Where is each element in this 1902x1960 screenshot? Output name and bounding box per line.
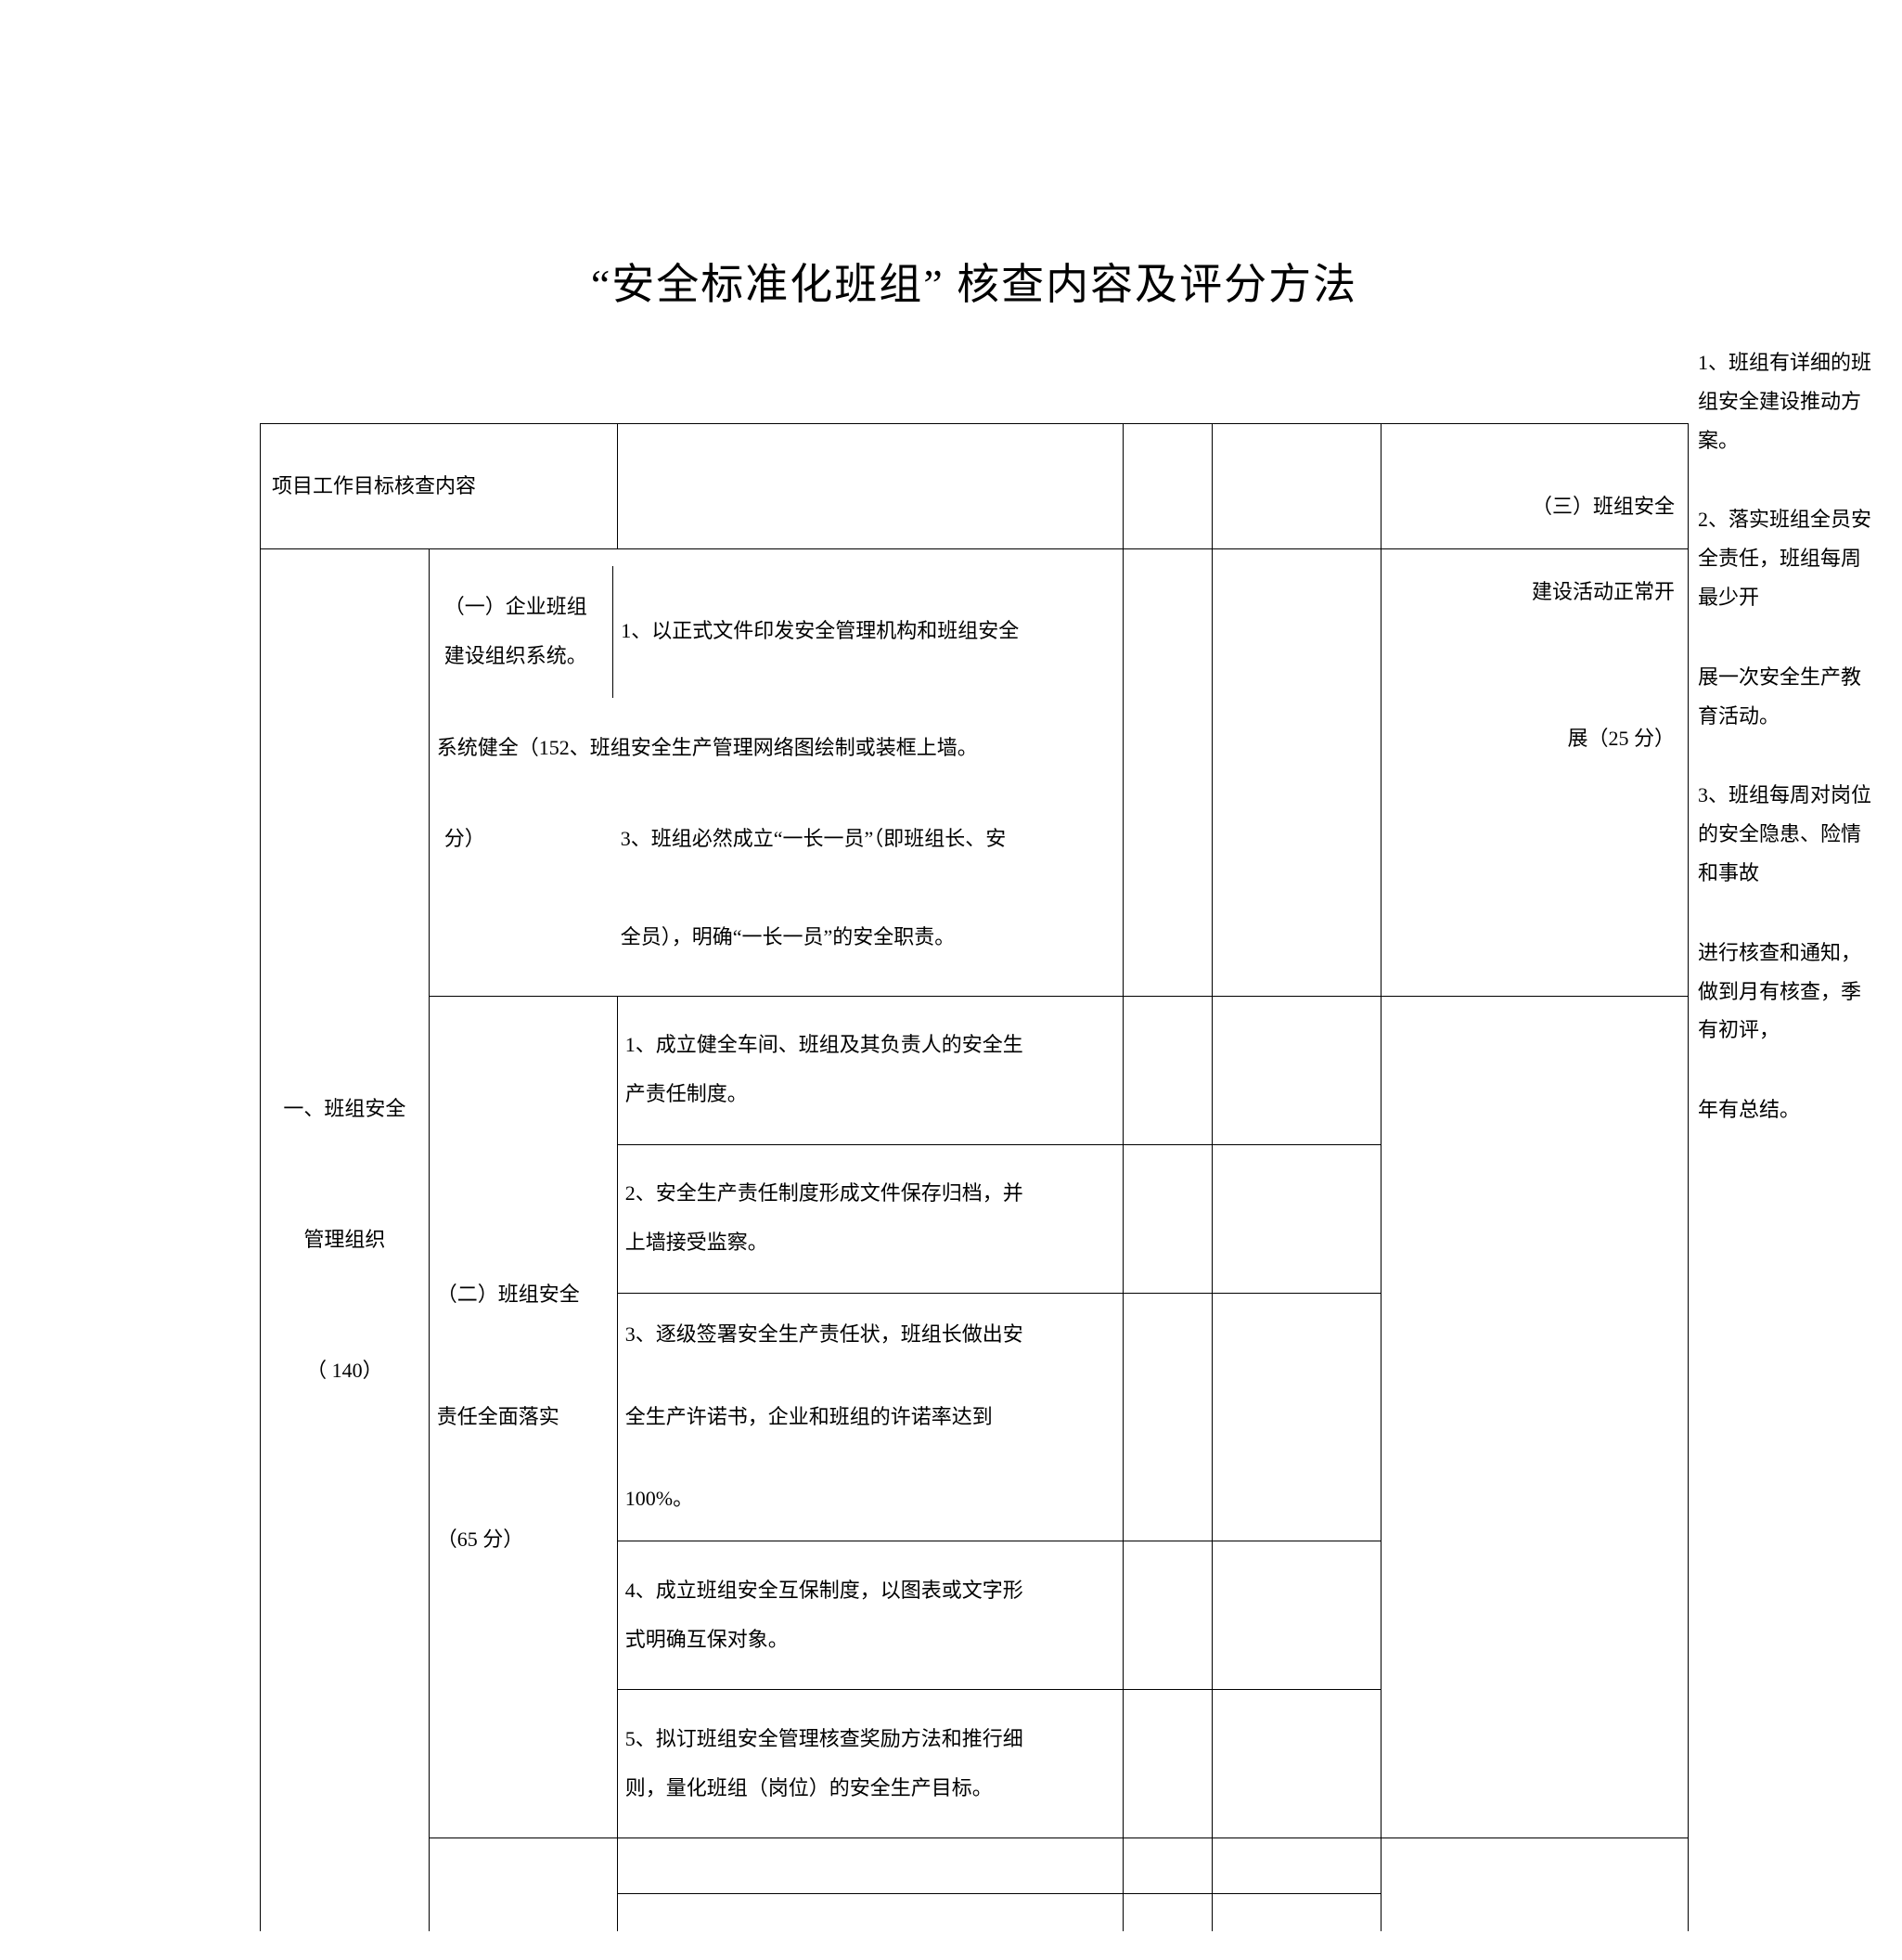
margin-note-1: 1、班组有详细的班组安全建设推动方案。 [1698,343,1879,459]
margin-note-5: 进行核查和通知，做到月有核查，季有初评， [1698,934,1879,1050]
sub1-row3: 分） 3、班组必然成立“一长一员”（即班组长、安 全员），明确“一长一员”的安全… [429,781,1123,996]
empty-cell [1213,1541,1382,1690]
section-1-label: 一、班组安全 管理组织 （ 140） [261,549,430,1931]
empty-cell [1381,1838,1688,1931]
empty-cell [1123,1144,1212,1293]
sub1-label-part1: （一）企业班组建设组织系统。 [437,566,613,698]
empty-cell [1123,1293,1212,1541]
empty-cell [1213,1144,1382,1293]
header-project-label: 项目工作目标核查内容 [261,424,618,549]
document-page: “安全标准化班组” 核查内容及评分方法 项目工作目标核查内容 （三）班组安全 一… [260,251,1689,1931]
sub2-c2: 2、安全生产责任制度形成文件保存归档，并 上墙接受监察。 [617,1144,1123,1293]
sub1-c1: 1、以正式文件印发安全管理机构和班组安全 [613,566,1115,698]
sub2-c3b: 全生产许诺书，企业和班组的许诺率达到 [617,1376,1123,1459]
sub1-label-part3: 分） [437,798,613,978]
empty-cell [617,1894,1123,1931]
empty-cell [429,1838,617,1931]
sub1-row1: （一）企业班组建设组织系统。 1、以正式文件印发安全管理机构和班组安全 [429,549,1123,715]
document-title: “安全标准化班组” 核查内容及评分方法 [260,251,1689,312]
header-empty-3 [617,424,1123,549]
sub2-label: （二）班组安全 责任全面落实 （65 分） [429,996,617,1838]
assessment-table: 项目工作目标核查内容 （三）班组安全 一、班组安全 管理组织 （ 140） （一… [260,423,1689,1931]
empty-cell [1213,1690,1382,1838]
empty-cell [1123,549,1212,997]
margin-note-6: 年有总结。 [1698,1090,1879,1129]
margin-note-4: 3、班组每周对岗位的安全隐患、险情和事故 [1698,776,1879,892]
table-header-row: 项目工作目标核查内容 （三）班组安全 [261,424,1689,549]
sub1-c3: 3、班组必然成立“一长一员”（即班组长、安 全员），明确“一长一员”的安全职责。 [613,798,1115,978]
sub2-c4: 4、成立班组安全互保制度，以图表或文字形 式明确互保对象。 [617,1541,1123,1690]
header-right-2: 建设活动正常开 展（25 分） [1381,549,1688,997]
table-row [261,1838,1689,1894]
empty-cell [1213,1293,1382,1541]
sub2-c3c: 100%。 [617,1458,1123,1541]
table-row: 一、班组安全 管理组织 （ 140） （一）企业班组建设组织系统。 1、以正式文… [261,549,1689,715]
empty-cell [1123,1690,1212,1838]
margin-note-2: 2、落实班组全员安全责任，班组每周最少开 [1698,500,1879,616]
header-right-1: （三）班组安全 [1381,424,1688,549]
empty-cell [1123,996,1212,1144]
empty-cell [1123,1894,1212,1931]
empty-cell [1123,1838,1212,1894]
margin-note-3: 展一次安全生产教育活动。 [1698,658,1879,736]
table-row: （二）班组安全 责任全面落实 （65 分） 1、成立健全车间、班组及其负责人的安… [261,996,1689,1144]
empty-right-block [1381,996,1688,1838]
empty-cell [1123,1541,1212,1690]
header-empty-4 [1123,424,1212,549]
empty-cell [1213,1894,1382,1931]
sub2-c3a: 3、逐级签署安全生产责任状，班组长做出安 [617,1293,1123,1375]
empty-cell [617,1838,1123,1894]
sub2-c5: 5、拟订班组安全管理核查奖励方法和推行细 则，量化班组（岗位）的安全生产目标。 [617,1690,1123,1838]
right-margin-notes: 1、班组有详细的班组安全建设推动方案。 2、落实班组全员安全责任，班组每周最少开… [1698,343,1879,1170]
sub2-c1: 1、成立健全车间、班组及其负责人的安全生 产责任制度。 [617,996,1123,1144]
header-empty-5 [1213,424,1382,549]
sub1-row2: 系统健全（152、班组安全生产管理网络图绘制或装框上墙。 [429,715,1123,782]
empty-cell [1213,996,1382,1144]
empty-cell [1213,549,1382,997]
empty-cell [1213,1838,1382,1894]
